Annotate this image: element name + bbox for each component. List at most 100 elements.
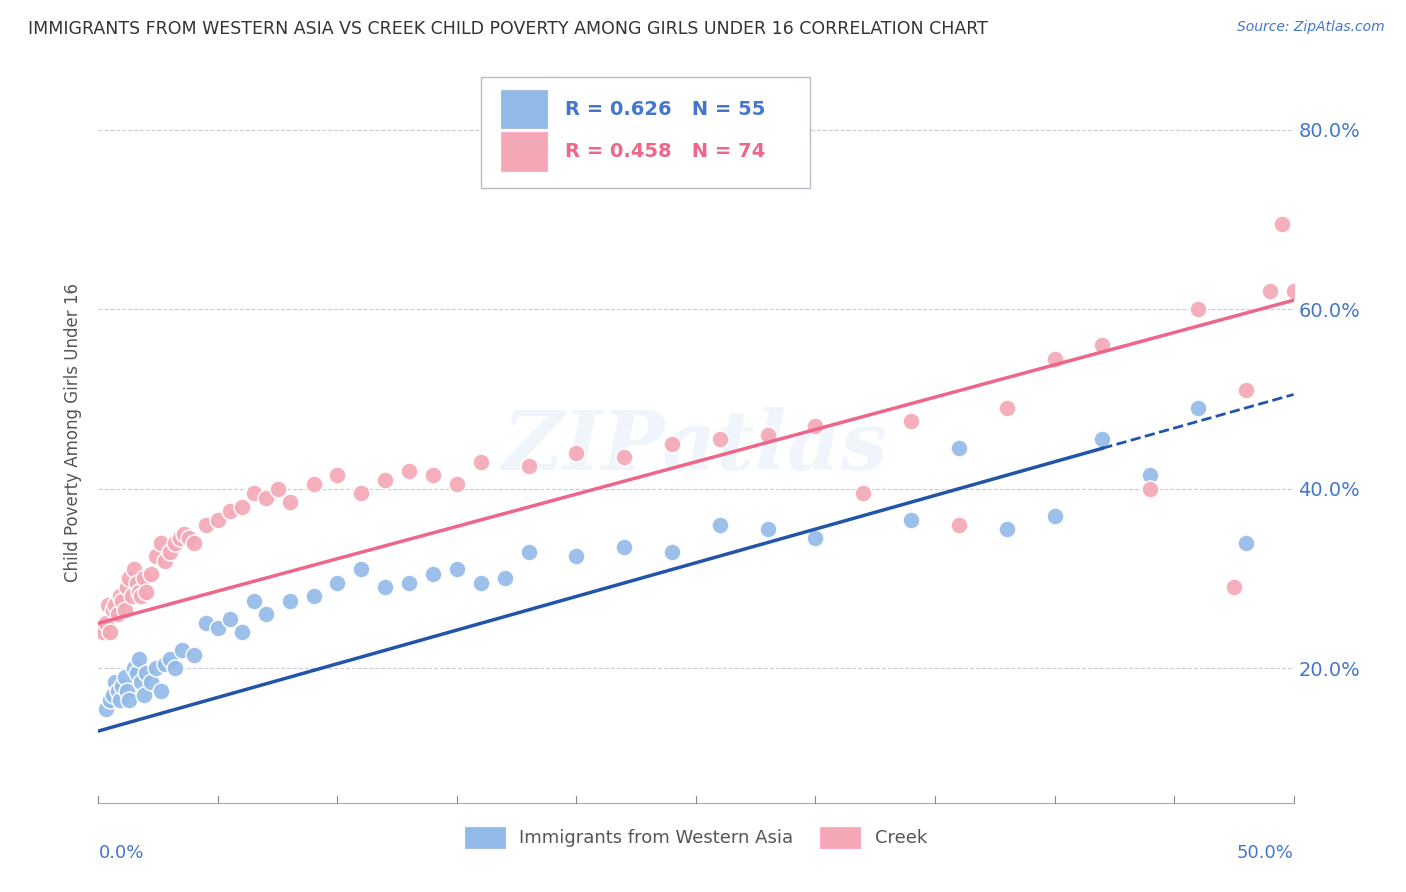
Point	[1306, 383, 1329, 397]
Point	[278, 594, 301, 608]
Point	[302, 477, 325, 491]
Point	[128, 652, 150, 666]
Point	[1295, 235, 1317, 249]
Text: 0.0%: 0.0%	[98, 844, 143, 862]
Point	[1043, 508, 1066, 523]
Point	[995, 401, 1018, 415]
Point	[104, 674, 127, 689]
Point	[995, 522, 1018, 536]
Point	[132, 571, 155, 585]
Point	[243, 486, 266, 500]
Point	[98, 692, 122, 706]
Point	[1223, 581, 1246, 595]
Point	[172, 643, 194, 657]
FancyBboxPatch shape	[481, 78, 810, 188]
Point	[163, 535, 186, 549]
Point	[111, 679, 134, 693]
Point	[254, 491, 277, 505]
Point	[326, 468, 349, 483]
Point	[139, 674, 162, 689]
Point	[173, 526, 195, 541]
Point	[900, 414, 922, 428]
Point	[115, 581, 138, 595]
Point	[374, 581, 396, 595]
Point	[350, 562, 373, 576]
Point	[128, 585, 150, 599]
Point	[118, 692, 141, 706]
Point	[114, 670, 136, 684]
Point	[155, 657, 177, 671]
Point	[145, 661, 167, 675]
Point	[422, 468, 444, 483]
Point	[1343, 212, 1365, 227]
Point	[135, 665, 157, 680]
Point	[135, 585, 157, 599]
Point	[470, 455, 492, 469]
Point	[98, 625, 122, 640]
Point	[1234, 535, 1257, 549]
Point	[131, 674, 153, 689]
Point	[94, 701, 117, 715]
Point	[661, 544, 683, 558]
Point	[756, 522, 779, 536]
Point	[183, 535, 205, 549]
Point	[125, 665, 148, 680]
Point	[302, 590, 325, 604]
Point	[565, 446, 588, 460]
Point	[1330, 383, 1353, 397]
Text: IMMIGRANTS FROM WESTERN ASIA VS CREEK CHILD POVERTY AMONG GIRLS UNDER 16 CORRELA: IMMIGRANTS FROM WESTERN ASIA VS CREEK CH…	[28, 20, 988, 37]
Text: Source: ZipAtlas.com: Source: ZipAtlas.com	[1237, 20, 1385, 34]
Point	[1043, 351, 1066, 366]
Point	[756, 428, 779, 442]
Point	[900, 513, 922, 527]
Point	[163, 661, 186, 675]
Point	[1271, 217, 1294, 231]
Point	[470, 576, 492, 591]
Point	[195, 616, 218, 631]
Point	[115, 683, 138, 698]
Point	[267, 482, 290, 496]
Point	[804, 418, 827, 433]
Point	[159, 544, 181, 558]
Point	[565, 549, 588, 563]
Text: R = 0.458   N = 74: R = 0.458 N = 74	[565, 142, 765, 161]
Point	[398, 464, 420, 478]
Point	[118, 571, 141, 585]
Point	[149, 683, 172, 698]
Point	[613, 450, 636, 465]
Point	[1282, 285, 1305, 299]
Point	[1391, 186, 1406, 200]
Point	[104, 599, 127, 613]
Point	[124, 661, 146, 675]
Point	[124, 562, 146, 576]
Point	[91, 625, 114, 640]
Point	[195, 517, 218, 532]
Point	[1091, 338, 1114, 352]
Point	[183, 648, 205, 662]
Point	[1354, 230, 1376, 244]
Point	[661, 437, 683, 451]
Point	[613, 540, 636, 554]
Point	[101, 603, 124, 617]
Point	[1187, 302, 1209, 317]
Text: 50.0%: 50.0%	[1237, 844, 1294, 862]
Point	[326, 576, 349, 591]
Point	[1367, 248, 1389, 262]
Point	[219, 612, 242, 626]
Point	[132, 688, 155, 702]
Text: ZIPatlas: ZIPatlas	[503, 408, 889, 487]
Point	[145, 549, 167, 563]
Point	[494, 571, 516, 585]
Point	[94, 616, 117, 631]
Text: R = 0.626   N = 55: R = 0.626 N = 55	[565, 100, 765, 119]
Point	[107, 683, 129, 698]
Point	[1187, 401, 1209, 415]
Point	[278, 495, 301, 509]
Point	[446, 562, 468, 576]
Point	[243, 594, 266, 608]
Point	[207, 621, 229, 635]
Point	[207, 513, 229, 527]
Point	[1319, 194, 1341, 209]
Point	[1139, 468, 1161, 483]
Point	[1378, 168, 1400, 182]
